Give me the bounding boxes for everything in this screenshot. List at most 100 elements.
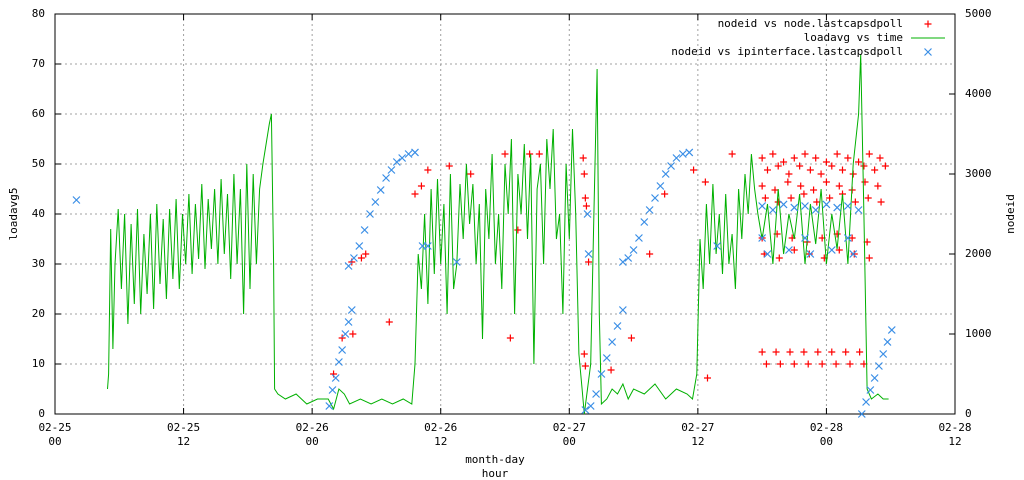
- scatter-point: [328, 386, 337, 394]
- scatter-point: [338, 334, 346, 342]
- scatter-point: [501, 150, 509, 158]
- scatter-point: [758, 182, 766, 190]
- scatter-point: [822, 178, 830, 186]
- scatter-point: [760, 250, 768, 258]
- scatter-point: [822, 158, 830, 166]
- scatter-point: [355, 242, 364, 250]
- scatter-point: [860, 162, 868, 170]
- scatter-point: [828, 162, 836, 170]
- scatter-point: [335, 358, 343, 366]
- scatter-point: [423, 242, 432, 250]
- scatter-point: [790, 246, 798, 254]
- scatter-point: [672, 154, 681, 162]
- scatter-point: [387, 166, 396, 174]
- y2-tick-label: 4000: [965, 87, 992, 100]
- scatter-point: [385, 318, 393, 326]
- scatter-point: [786, 348, 794, 356]
- scatter-point: [874, 182, 882, 190]
- scatter-point: [796, 162, 804, 170]
- scatter-point: [624, 254, 633, 262]
- y-tick-label: 50: [32, 157, 45, 170]
- scatter-point: [344, 318, 353, 326]
- scatter-point: [848, 234, 856, 242]
- scatter-point: [797, 182, 805, 190]
- scatter-point: [371, 198, 380, 206]
- scatter-point: [774, 162, 782, 170]
- scatter-point: [592, 390, 600, 398]
- scatter-point: [580, 170, 588, 178]
- scatter-point: [347, 306, 356, 314]
- scatter-point: [855, 158, 863, 166]
- scatter-point: [452, 258, 461, 266]
- scatter-point: [850, 250, 858, 258]
- scatter-point: [876, 154, 884, 162]
- scatter-point: [607, 366, 615, 374]
- scatter-point: [818, 360, 826, 368]
- scatter-point: [790, 154, 798, 162]
- scatter-point: [833, 150, 841, 158]
- scatter-point: [72, 196, 81, 204]
- plot-border: [54, 13, 956, 415]
- scatter-point: [846, 360, 854, 368]
- scatter-point: [776, 360, 784, 368]
- scatter-point: [640, 218, 649, 226]
- scatter-point: [814, 348, 822, 356]
- scatter-point: [627, 334, 635, 342]
- scatter-point: [871, 166, 879, 174]
- y-tick-label: 30: [32, 257, 45, 270]
- scatter-point: [580, 350, 588, 358]
- scatter-point: [613, 322, 622, 330]
- scatter-point: [849, 250, 858, 258]
- y2-tick-label: 3000: [965, 167, 992, 180]
- scatter-point: [763, 250, 772, 258]
- x-tick-label: 12: [177, 435, 190, 448]
- scatter-point: [366, 210, 374, 218]
- scatter-point: [404, 150, 413, 158]
- scatter-point: [775, 254, 783, 262]
- scatter-point: [376, 186, 385, 194]
- y-tick-label: 40: [32, 207, 45, 220]
- x-axis-label: month-day: [465, 453, 525, 466]
- x-tick-label: 02-27: [681, 421, 714, 434]
- scatter-point: [758, 234, 767, 242]
- scatter-point: [685, 148, 694, 157]
- scatter-point: [810, 186, 818, 194]
- scatter-point: [646, 250, 654, 258]
- scatter-point: [866, 386, 875, 394]
- scatter-point: [790, 360, 798, 368]
- scatter-point: [790, 203, 799, 212]
- scatter-point: [535, 150, 543, 158]
- scatter-point: [801, 234, 809, 242]
- scatter-point: [586, 402, 595, 410]
- scatter-point: [398, 154, 407, 162]
- scatter-point: [804, 360, 812, 368]
- scatter-point: [467, 170, 475, 178]
- x-tick-label: 02-26: [424, 421, 457, 434]
- scatter-point: [597, 370, 606, 378]
- x-tick-label: 12: [948, 435, 961, 448]
- scatter-point: [584, 250, 593, 258]
- scatter-point: [843, 234, 852, 242]
- scatter-point: [411, 148, 419, 157]
- scatter-point: [806, 250, 815, 258]
- scatter-point: [514, 226, 522, 234]
- scatter-point: [817, 170, 825, 178]
- y-tick-label: 10: [32, 357, 45, 370]
- scatter-point: [341, 330, 350, 338]
- scatter-point: [690, 166, 698, 174]
- scatter-point: [785, 170, 793, 178]
- scatter-point: [844, 154, 852, 162]
- scatter-point: [851, 198, 859, 206]
- scatter-point: [828, 348, 836, 356]
- scatter-point: [581, 362, 589, 370]
- scatter-point: [582, 202, 590, 210]
- x-tick-label: 02-26: [296, 421, 329, 434]
- scatter-point: [349, 330, 357, 338]
- x-tick-label: 02-28: [938, 421, 971, 434]
- scatter-point: [801, 150, 809, 158]
- scatter-point: [338, 346, 347, 354]
- scatter-point: [839, 166, 846, 174]
- scatter-point: [768, 206, 777, 214]
- y-tick-label: 60: [32, 107, 45, 120]
